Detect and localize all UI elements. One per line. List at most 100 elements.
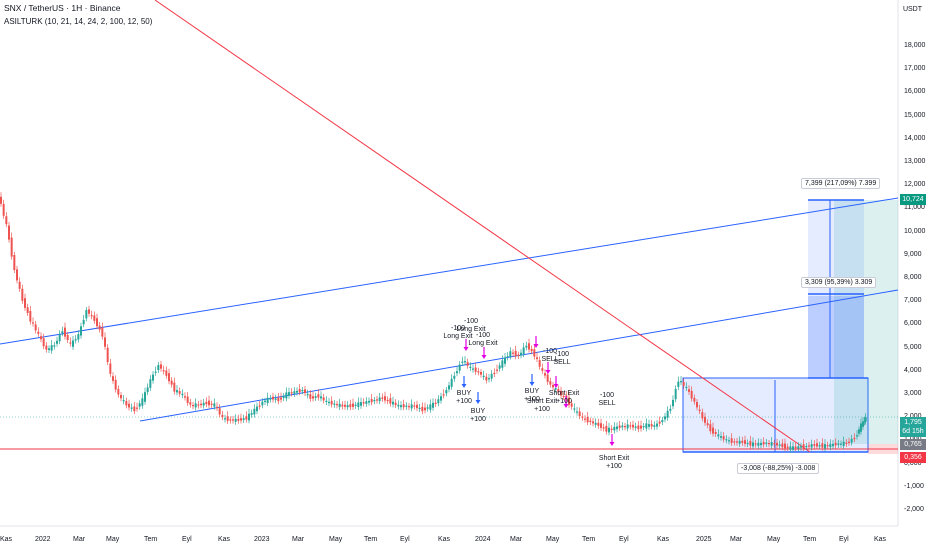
candle-body: [50, 345, 53, 351]
candle-body: [341, 404, 344, 407]
candle-body: [320, 396, 322, 399]
candle-body: [570, 403, 573, 407]
candle-body: [381, 397, 384, 399]
candle-body: [346, 405, 349, 408]
candle-body: [525, 345, 528, 348]
candle-body: [858, 429, 860, 434]
candle-body: [464, 361, 466, 363]
candle-body: [741, 440, 744, 443]
candle-body: [90, 315, 93, 317]
candle-body: [520, 352, 522, 356]
candle-body: [240, 418, 242, 421]
candle-body: [557, 389, 560, 393]
candle-body: [48, 348, 50, 350]
candle-body: [469, 366, 472, 368]
candle-body: [450, 378, 453, 387]
price-tag: 10,724: [900, 194, 926, 205]
candle-body: [304, 389, 306, 394]
candle-body: [370, 398, 373, 403]
trendline-descending: [154, 0, 811, 453]
candle-body: [648, 424, 650, 427]
candle-body: [362, 402, 365, 404]
candle-body: [410, 404, 413, 409]
candle-body: [53, 345, 56, 347]
symbol-title[interactable]: SNX / TetherUS · 1H · Binance: [4, 3, 121, 13]
candle-body: [61, 331, 64, 334]
candle-body: [445, 390, 448, 394]
candle-body: [42, 338, 45, 347]
candle-body: [80, 326, 82, 336]
candle-body: [781, 443, 784, 448]
candle-body: [184, 396, 186, 398]
candle-body: [352, 403, 354, 407]
candle-body: [434, 402, 437, 404]
candle-body: [613, 426, 616, 431]
candle-body: [680, 381, 682, 383]
price-tick-label: 8,000: [904, 274, 922, 281]
candle-body: [8, 225, 10, 240]
candle-body: [402, 404, 405, 408]
candle-body: [437, 399, 440, 404]
candle-body: [85, 310, 88, 319]
measure-box-bottom[interactable]: -3,008 (-88,25%) -3.008: [737, 463, 820, 474]
candle-body: [560, 390, 562, 396]
candle-body: [5, 216, 8, 225]
indicator-legend[interactable]: ASILTURK (10, 21, 14, 24, 2, 100, 12, 50…: [4, 17, 153, 26]
time-tick-label: Tem: [144, 536, 158, 543]
price-tag: 1,795: [900, 417, 926, 428]
candle-body: [677, 381, 680, 387]
candle-body: [245, 416, 248, 420]
signal-annotation: -100 Long Exit: [468, 332, 498, 347]
candle-body: [832, 443, 834, 447]
candle-body: [192, 405, 194, 407]
candle-body: [333, 403, 336, 405]
candle-body: [58, 334, 61, 342]
price-tick-label: 11,000: [904, 204, 925, 212]
candle-body: [562, 395, 565, 398]
candle-body: [122, 400, 125, 402]
candle-body: [117, 388, 120, 395]
candle-body: [629, 425, 632, 427]
candle-body: [144, 392, 146, 402]
time-tick-label: Tem: [803, 536, 817, 543]
measure-box-top[interactable]: 7,399 (217,09%) 7.399: [801, 178, 881, 189]
candle-body: [162, 370, 165, 372]
candle-body: [109, 363, 112, 374]
candle-body: [501, 360, 504, 368]
candle-body: [816, 443, 818, 447]
candle-body: [453, 375, 456, 379]
candle-body: [138, 403, 141, 407]
currency-label[interactable]: USDT: [902, 6, 922, 13]
candle-body: [394, 402, 397, 406]
candle-body: [232, 419, 234, 421]
candle-body: [810, 444, 813, 448]
candle-body: [181, 393, 184, 396]
candle-body: [642, 426, 645, 428]
candle-body: [618, 425, 621, 428]
candle-body: [354, 404, 357, 406]
measure-box-middle[interactable]: 3,309 (95,39%) 3.309: [801, 277, 877, 288]
time-tick-label: 2024: [475, 536, 491, 543]
candle-body: [717, 434, 720, 437]
candle-body: [842, 441, 845, 447]
candle-body: [578, 411, 581, 417]
candle-body: [277, 397, 280, 402]
candle-body: [205, 401, 208, 405]
candle-body: [488, 378, 490, 380]
candle-body: [584, 418, 586, 420]
candle-body: [749, 440, 752, 446]
candle-body: [706, 423, 709, 426]
candle-body: [376, 399, 378, 401]
candle-body: [850, 438, 853, 443]
candle-body: [448, 385, 450, 390]
candle-body: [746, 442, 749, 445]
candle-body: [330, 400, 333, 405]
candle-body: [272, 396, 274, 400]
candle-body: [282, 396, 285, 398]
candle-body: [712, 427, 714, 434]
candle-body: [357, 402, 360, 408]
candle-body: [173, 382, 176, 392]
candle-body: [656, 423, 658, 427]
